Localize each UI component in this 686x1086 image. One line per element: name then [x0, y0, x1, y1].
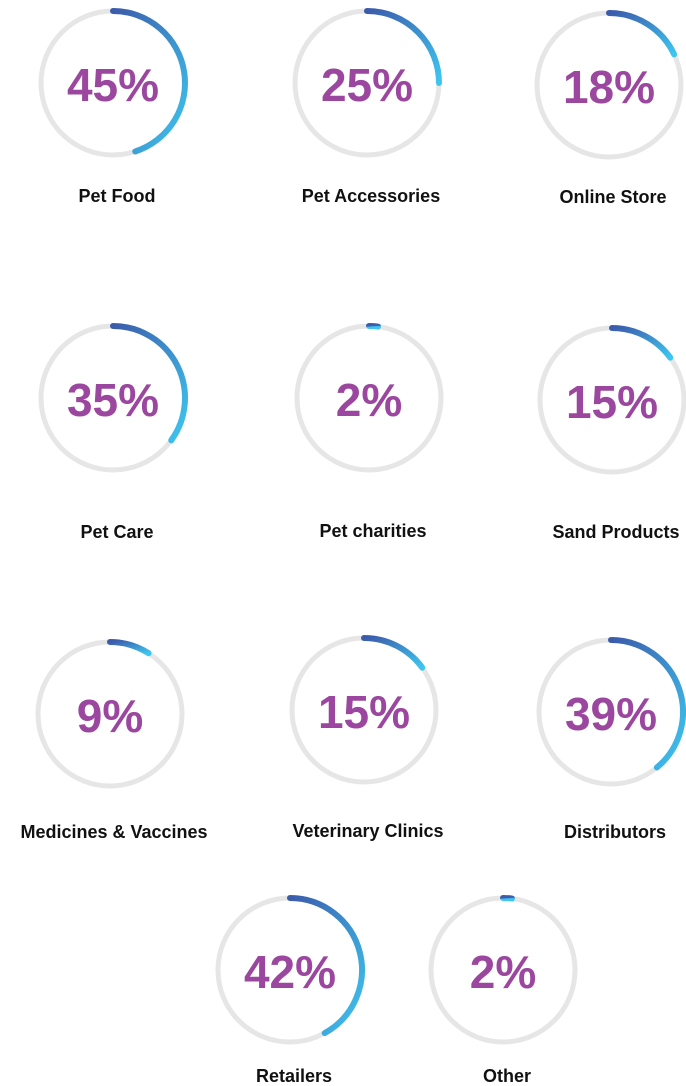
gauge-percent: 15% — [318, 686, 410, 738]
gauge-label: Veterinary Clinics — [292, 821, 443, 841]
gauge-label: Distributors — [564, 822, 666, 842]
gauge-percent: 9% — [77, 690, 143, 742]
gauge-label: Pet Food — [79, 186, 156, 206]
gauge-arc — [609, 325, 674, 361]
gauge-percent: 25% — [321, 59, 413, 111]
gauge-label: Other — [483, 1066, 531, 1086]
gauge-arc — [287, 895, 365, 1037]
gauge-label: Retailers — [256, 1066, 332, 1086]
gauge-label: Pet Care — [80, 522, 153, 542]
gauge-arc — [364, 8, 442, 86]
gauge-label: Pet charities — [319, 521, 426, 541]
gauge-label: Online Store — [559, 187, 666, 207]
gauge-arc — [110, 323, 188, 444]
gauge-label: Sand Products — [552, 522, 679, 542]
gauge-label: Medicines & Vaccines — [20, 822, 207, 842]
gauge-percent: 45% — [67, 59, 159, 111]
gauge-arc — [500, 895, 516, 902]
gauge-percent: 15% — [566, 376, 658, 428]
gauge-arc — [606, 10, 678, 58]
gauge-percent: 2% — [470, 946, 536, 998]
gauge-arc — [366, 323, 382, 330]
gauge-percent: 42% — [244, 946, 336, 998]
gauge-percent: 18% — [563, 61, 655, 113]
gauge-arc — [110, 8, 188, 155]
gauge-arc — [107, 639, 152, 657]
gauge-percent: 2% — [336, 374, 402, 426]
gauge-label: Pet Accessories — [302, 186, 440, 206]
gauge-arc — [361, 635, 426, 671]
gauge-percent: 39% — [565, 688, 657, 740]
gauge-arc — [608, 637, 686, 771]
gauge-percent: 35% — [67, 374, 159, 426]
